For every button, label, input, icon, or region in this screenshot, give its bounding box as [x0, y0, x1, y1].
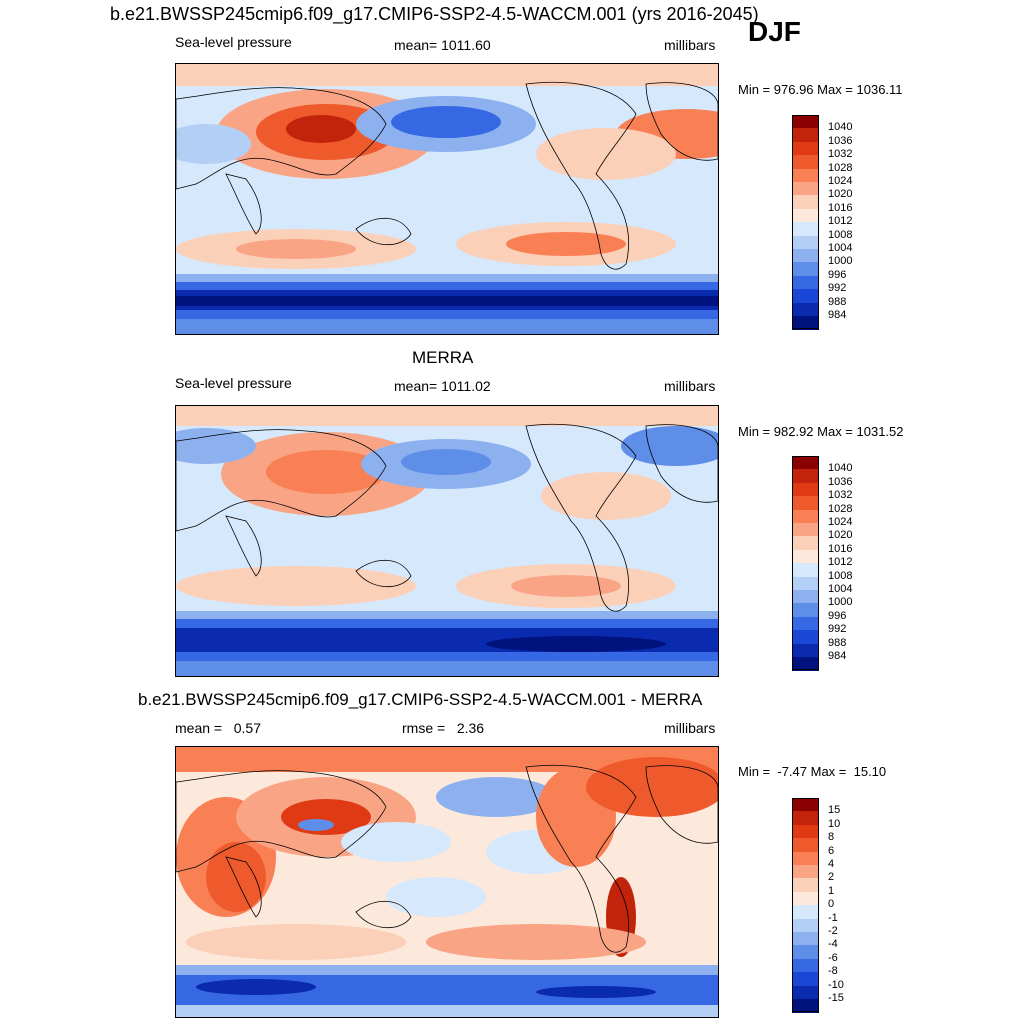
colorbar-tick-label: 1028 — [828, 502, 853, 515]
panel-obs-units-label: millibars — [664, 378, 716, 394]
panel-obs-minmax: Min = 982.92 Max = 1031.52 — [738, 424, 904, 439]
colorbar-tick-label: 992 — [828, 282, 847, 295]
colorbar-tick-label: 1024 — [828, 175, 853, 187]
panel-obs-map-svg — [176, 406, 718, 676]
colorbar-outline — [792, 798, 819, 1013]
panel-model-map-svg — [176, 64, 718, 334]
colorbar-tick-label: 1008 — [828, 228, 853, 241]
panel-diff-title: b.e21.BWSSP245cmip6.f09_g17.CMIP6-SSP2-4… — [138, 690, 703, 709]
colorbar-tick-label: 4 — [828, 858, 835, 870]
colorbar-tick-label: 1000 — [828, 596, 853, 609]
colorbar-tick-label: 1012 — [828, 556, 853, 569]
colorbar-tick-label: 1004 — [828, 583, 853, 595]
colorbar-tick-label: 988 — [828, 636, 847, 649]
panel-diff-map — [175, 746, 719, 1018]
colorbar-tick-label: 1040 — [828, 121, 853, 134]
panel-obs-title: MERRA — [412, 348, 474, 367]
figure-title: b.e21.BWSSP245cmip6.f09_g17.CMIP6-SSP2-4… — [110, 4, 759, 24]
colorbar-tick-label: 1036 — [828, 134, 853, 147]
colorbar-tick-label: -4 — [828, 938, 838, 951]
panel-diff-minmax: Min = -7.47 Max = 15.10 — [738, 764, 887, 779]
colorbar-tick-label: 10 — [828, 817, 841, 830]
colorbar-tick-label: 1040 — [828, 462, 853, 475]
colorbar-tick-label: 15 — [828, 804, 841, 817]
panel-diff-rmse-label: rmse = 2.36 — [402, 720, 485, 736]
colorbar-tick-label: 1036 — [828, 475, 853, 488]
colorbar-tick-label: 2 — [828, 871, 835, 884]
panel-model-units-label: millibars — [664, 37, 716, 53]
colorbar-tick-label: -1 — [828, 911, 838, 924]
colorbar-tick-label: -8 — [828, 965, 838, 978]
colorbar-tick-label: 6 — [828, 844, 835, 857]
panel-model-variable-label: Sea-level pressure — [175, 34, 292, 50]
panel-model-minmax: Min = 976.96 Max = 1036.11 — [738, 82, 903, 97]
colorbar-tick-label: 1028 — [828, 161, 853, 174]
colorbar-tick-label: 1020 — [828, 529, 853, 542]
panel-model-map — [175, 63, 719, 335]
colorbar-tick-label: 1032 — [828, 148, 853, 161]
panel-diff-units-label: millibars — [664, 720, 716, 736]
colorbar-tick-label: 1012 — [828, 215, 853, 228]
colorbar-tick-label: 1 — [828, 884, 835, 897]
colorbar-tick-label: 996 — [828, 268, 847, 281]
panel-diff-map-svg — [176, 747, 718, 1017]
colorbar-tick-label: -2 — [828, 925, 838, 937]
colorbar-tick-label: 984 — [828, 309, 847, 321]
colorbar-tick-label: 1020 — [828, 188, 853, 201]
panel-diff-mean-label: mean = 0.57 — [175, 720, 262, 736]
colorbar-tick-label: 1000 — [828, 255, 853, 268]
colorbar-tick-label: 1016 — [828, 201, 853, 214]
season-label: DJF — [748, 16, 801, 47]
colorbar-tick-label: 1024 — [828, 516, 853, 528]
colorbar-outline — [792, 456, 819, 671]
colorbar-tick-label: 992 — [828, 623, 847, 636]
colorbar-tick-label: 996 — [828, 609, 847, 622]
panel-obs-variable-label: Sea-level pressure — [175, 375, 292, 391]
colorbar-tick-label: 984 — [828, 650, 847, 662]
colorbar-tick-label: 8 — [828, 831, 835, 844]
colorbar-tick-label: 1008 — [828, 569, 853, 582]
panel-model-mean-label: mean= 1011.60 — [394, 37, 491, 53]
colorbar-tick-label: 1004 — [828, 242, 853, 254]
panel-obs-map — [175, 405, 719, 677]
colorbar-tick-label: 1016 — [828, 542, 853, 555]
colorbar-tick-label: -10 — [828, 978, 844, 991]
panel-obs-mean-label: mean= 1011.02 — [394, 378, 491, 394]
colorbar-tick-label: 1032 — [828, 489, 853, 502]
colorbar-tick-label: 988 — [828, 295, 847, 308]
colorbar-outline — [792, 115, 819, 330]
colorbar-tick-label: 0 — [828, 898, 835, 911]
colorbar-tick-label: -15 — [828, 992, 844, 1004]
colorbar-tick-label: -6 — [828, 951, 838, 964]
